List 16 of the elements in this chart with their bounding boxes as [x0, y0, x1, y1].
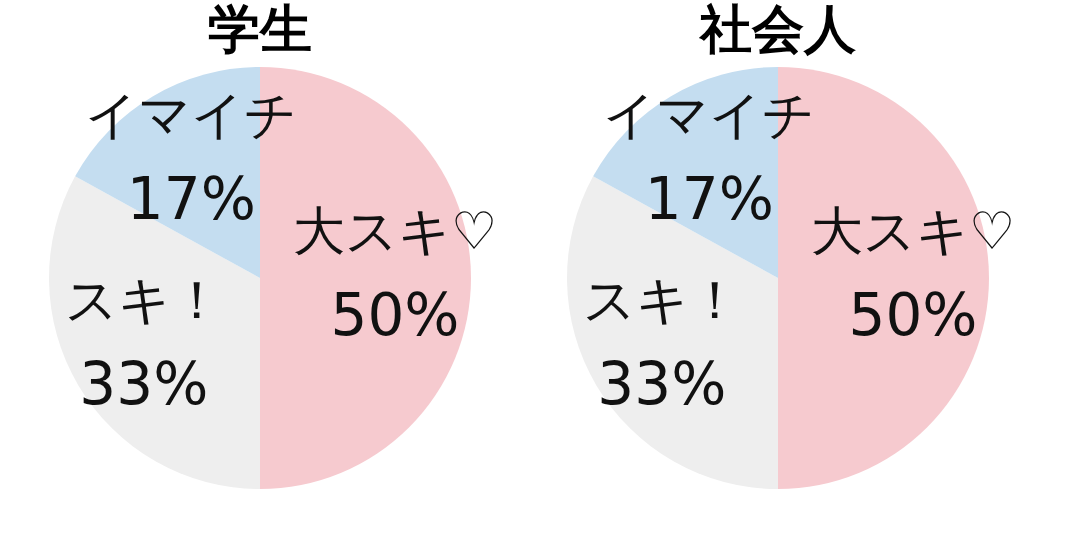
slice-label: イマイチ	[85, 84, 298, 145]
data-label: 33%	[79, 349, 209, 418]
slice-label: 大スキ♡	[810, 201, 1016, 261]
chart-title: 社会人	[698, 0, 856, 59]
pie-slice	[567, 176, 778, 489]
slice-label: イマイチ	[603, 84, 816, 145]
data-label: 33%	[597, 349, 727, 418]
data-label: 50%	[848, 281, 978, 349]
slice-label: スキ！	[582, 269, 741, 330]
pie-slice	[49, 176, 260, 489]
slice-label: 大スキ♡	[292, 201, 498, 261]
data-label: 50%	[330, 281, 460, 349]
slice-label: スキ！	[64, 269, 223, 330]
data-label: 17%	[644, 164, 774, 233]
data-label: 17%	[126, 164, 256, 233]
chart-title: 学生	[208, 0, 312, 59]
